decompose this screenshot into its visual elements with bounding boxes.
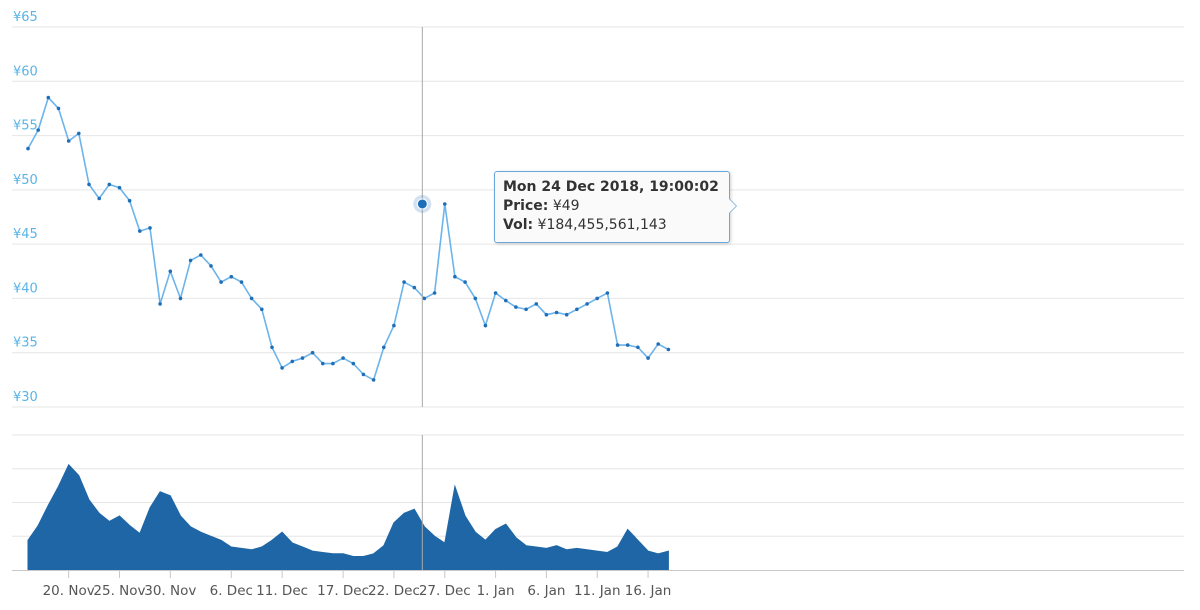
- price-point: [473, 296, 478, 301]
- price-point: [280, 366, 284, 370]
- price-point: [544, 312, 549, 317]
- tooltip-date: Mon 24 Dec 2018, 19:00:02: [503, 179, 719, 195]
- price-point: [199, 253, 203, 257]
- x-tick-label: 16. Jan: [625, 583, 672, 599]
- price-y-tick-label: ¥45: [13, 227, 38, 242]
- price-point: [534, 302, 539, 306]
- price-point: [666, 347, 671, 352]
- price-point: [310, 350, 315, 355]
- price-point: [422, 296, 427, 301]
- price-point: [46, 95, 51, 100]
- price-point: [77, 131, 81, 136]
- price-point: [300, 356, 305, 360]
- tooltip-volume: Vol: ¥184,455,561,143: [503, 217, 667, 233]
- price-point: [636, 345, 640, 350]
- price-point: [402, 280, 406, 284]
- price-point: [188, 258, 193, 263]
- price-y-axis: ¥30 ¥35 ¥40 ¥45 ¥50 ¥55 ¥60 ¥65: [13, 10, 38, 405]
- price-y-tick-label: ¥55: [13, 119, 38, 134]
- price-point: [331, 361, 335, 366]
- price-point: [249, 296, 254, 301]
- price-point: [87, 182, 91, 187]
- price-point: [605, 291, 610, 295]
- x-tick-label: 30. Nov: [144, 583, 196, 599]
- price-point: [148, 226, 152, 230]
- price-point: [504, 298, 508, 303]
- x-tick-label: 6. Jan: [527, 583, 565, 599]
- price-point: [229, 274, 234, 279]
- price-y-tick-label: ¥50: [13, 173, 38, 188]
- price-point: [270, 345, 274, 350]
- price-point: [36, 128, 40, 132]
- price-point: [351, 361, 356, 366]
- x-tick-label: 27. Dec: [419, 583, 471, 599]
- price-y-tick-label: ¥35: [13, 336, 38, 351]
- price-y-tick-label: ¥40: [13, 281, 38, 296]
- x-tick-label: 22. Dec: [368, 583, 420, 599]
- price-point: [615, 343, 620, 347]
- price-point: [585, 302, 589, 306]
- x-tick-label: 11. Jan: [574, 583, 621, 599]
- hover-marker[interactable]: [416, 198, 428, 210]
- x-tick-label: 6. Dec: [210, 583, 253, 599]
- volume-grid: [12, 434, 1184, 537]
- price-point: [239, 280, 244, 284]
- price-point: [260, 307, 264, 312]
- price-point: [138, 229, 142, 233]
- price-point: [483, 323, 488, 328]
- price-point: [168, 269, 173, 274]
- price-point: [575, 307, 579, 312]
- price-point: [493, 291, 498, 295]
- price-point: [443, 202, 447, 206]
- price-y-tick-label: ¥65: [13, 10, 38, 25]
- price-y-tick-label: ¥30: [13, 390, 38, 405]
- price-point: [554, 310, 559, 315]
- price-point: [656, 342, 660, 346]
- price-point: [625, 343, 630, 347]
- volume-series: [27, 463, 669, 571]
- price-point: [463, 280, 467, 284]
- price-point: [290, 359, 295, 364]
- price-point: [341, 356, 345, 360]
- price-point: [158, 302, 162, 306]
- price-point: [595, 296, 599, 301]
- price-point: [453, 274, 457, 279]
- price-point: [178, 296, 183, 301]
- price-point: [361, 372, 366, 377]
- crosshair: [413, 27, 432, 570]
- x-tick-label: 20. Nov: [43, 583, 95, 599]
- x-tick-label: 25. Nov: [93, 583, 145, 599]
- price-point: [56, 106, 61, 111]
- price-line: [27, 96, 669, 382]
- price-point: [117, 185, 122, 190]
- price-point: [392, 323, 396, 328]
- volume-area: [27, 463, 669, 571]
- price-y-tick-label: ¥60: [13, 64, 38, 79]
- price-point: [514, 305, 518, 309]
- tooltip: Mon 24 Dec 2018, 19:00:02 Price: ¥49 Vol…: [494, 171, 737, 243]
- price-point: [107, 182, 112, 187]
- price-point: [646, 356, 650, 360]
- price-series: [26, 95, 671, 382]
- price-point: [26, 146, 30, 151]
- price-point: [371, 378, 376, 382]
- price-point: [209, 264, 213, 268]
- tooltip-price: Price: ¥49: [503, 198, 580, 214]
- price-point: [564, 312, 569, 317]
- price-point: [432, 291, 437, 295]
- x-tick-label: 1. Jan: [477, 583, 515, 599]
- price-point: [97, 196, 101, 201]
- price-point: [219, 280, 223, 284]
- x-tick-label: 11. Dec: [256, 583, 308, 599]
- price-point: [66, 139, 71, 143]
- price-point: [382, 345, 386, 350]
- x-tick-label: 17. Dec: [317, 583, 369, 599]
- price-point: [321, 361, 325, 366]
- price-point: [127, 198, 132, 203]
- price-point: [524, 307, 528, 312]
- price-point: [412, 285, 417, 290]
